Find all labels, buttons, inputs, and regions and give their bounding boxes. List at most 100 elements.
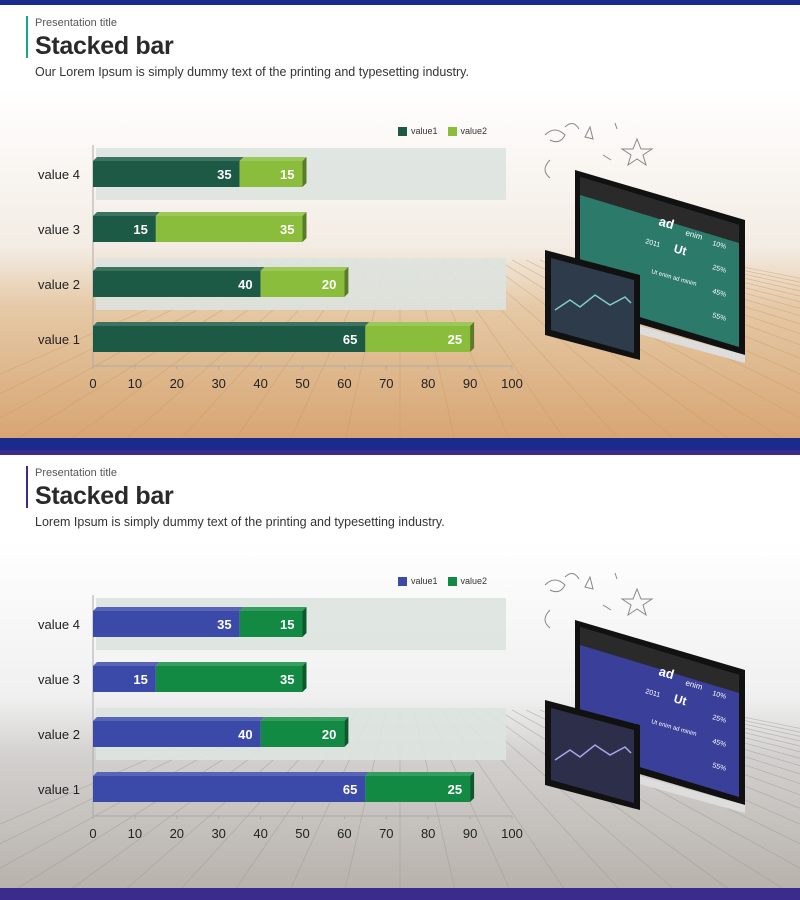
x-tick-label: 100: [501, 826, 523, 841]
y-category-label: value 3: [38, 672, 80, 687]
bottom-bar: [0, 888, 800, 900]
bar-top-face: [239, 607, 307, 611]
bar-segment: [93, 666, 156, 692]
title-accent-line: [26, 16, 28, 58]
x-tick-label: 30: [211, 826, 225, 841]
x-tick-label: 90: [463, 376, 477, 391]
top-bar: [0, 450, 800, 455]
monitor-pct-55: 55%: [711, 312, 726, 323]
y-category-label: value 1: [38, 332, 80, 347]
bar-side-face: [470, 772, 475, 802]
monitor-pct-25: 25%: [711, 714, 726, 725]
presentation-title: Presentation title: [35, 17, 117, 29]
y-category-label: value 1: [38, 782, 80, 797]
bar-side-face: [470, 322, 475, 352]
bar-segment: [93, 161, 240, 187]
presentation-title: Presentation title: [35, 467, 117, 479]
x-tick-label: 10: [128, 376, 142, 391]
x-tick-label: 70: [379, 826, 393, 841]
x-tick-label: 90: [463, 826, 477, 841]
x-tick-label: 20: [170, 376, 184, 391]
bar-data-label: 35: [280, 672, 294, 687]
slide-subtitle: Lorem Ipsum is simply dummy text of the …: [35, 515, 445, 529]
y-category-label: value 2: [38, 727, 80, 742]
legend-item-value1: value1: [398, 576, 438, 586]
bar-data-label: 15: [280, 617, 294, 632]
bar-data-label: 35: [217, 167, 231, 182]
x-tick-label: 70: [379, 376, 393, 391]
slide-subtitle: Our Lorem Ipsum is simply dummy text of …: [35, 65, 469, 79]
x-tick-label: 80: [421, 826, 435, 841]
monitor-tablet-illustration: ad enim 2011 Ut Ut enim ad minim 10% 25%…: [544, 572, 745, 813]
legend-swatch-value1: [398, 576, 407, 586]
bar-segment: [93, 271, 261, 297]
legend-swatch-value1: [398, 126, 407, 136]
bar-top-face: [93, 772, 370, 776]
bar-data-label: 15: [280, 167, 294, 182]
slide-1: Presentation title Stacked bar Our Lorem…: [0, 0, 800, 450]
legend-label-value2: value2: [460, 576, 488, 586]
bar-data-label: 25: [448, 332, 462, 347]
doodle-decoration: [544, 572, 654, 629]
bar-data-label: 20: [322, 277, 336, 292]
x-tick-label: 0: [89, 826, 96, 841]
bar-data-label: 40: [238, 727, 252, 742]
monitor-cell-ut: Ut: [672, 691, 688, 708]
bar-data-label: 35: [280, 222, 294, 237]
bar-segment: [93, 611, 240, 637]
bar-top-face: [155, 212, 307, 216]
stacked-bar-chart: 0 10 20 30 40 50 60 70 80 90 100 value 1 65 25 value 2…: [38, 145, 523, 391]
legend-label-value2: value2: [460, 126, 488, 136]
bar-top-face: [93, 607, 244, 611]
chart-legend: value1 value2: [398, 126, 487, 136]
monitor-cell-2011: 2011: [644, 688, 661, 699]
bar-top-face: [93, 322, 370, 326]
bar-segment: [260, 271, 345, 297]
bar-top-face: [93, 267, 265, 271]
title-accent-line: [26, 466, 28, 508]
y-category-label: value 4: [38, 617, 80, 632]
monitor-pct-45: 45%: [711, 738, 726, 749]
monitor-pct-10: 10%: [711, 240, 726, 251]
bar-data-label: 40: [238, 277, 252, 292]
bar-top-face: [93, 662, 160, 666]
bar-top-face: [365, 322, 475, 326]
bar-top-face: [260, 717, 349, 721]
bar-data-label: 15: [133, 222, 147, 237]
bar-segment: [365, 776, 471, 802]
monitor-header-text: ad: [657, 213, 676, 232]
bar-data-label: 65: [343, 782, 357, 797]
bar-top-face: [239, 157, 307, 161]
monitor-pct-10: 10%: [711, 690, 726, 701]
tablet: [545, 700, 640, 810]
bar-side-face: [344, 267, 349, 297]
legend-item-value1: value1: [398, 126, 438, 136]
monitor-cell-2011: 2011: [644, 238, 661, 249]
x-tick-label: 50: [295, 376, 309, 391]
bar-side-face: [302, 607, 307, 637]
bar-segment: [155, 666, 303, 692]
monitor-pct-25: 25%: [711, 264, 726, 275]
y-category-label: value 3: [38, 222, 80, 237]
legend-swatch-value2: [447, 126, 457, 136]
bar-data-label: 25: [448, 782, 462, 797]
bar-top-face: [155, 662, 307, 666]
x-tick-label: 20: [170, 826, 184, 841]
bar-data-label: 15: [133, 672, 147, 687]
monitor-tablet-illustration: ad enim 2011 Ut Ut enim ad minim 10% 25%…: [544, 122, 745, 363]
legend-swatch-value2: [447, 576, 457, 586]
y-category-label: value 4: [38, 167, 80, 182]
bar-segment: [93, 216, 156, 242]
bar-segment: [93, 721, 261, 747]
slide-title: Stacked bar: [35, 482, 174, 510]
stacked-bar-chart: 0 10 20 30 40 50 60 70 80 90 100 value 1 65 25 value 2…: [38, 595, 523, 841]
bar-segment: [365, 326, 471, 352]
y-category-label: value 2: [38, 277, 80, 292]
monitor-header-text: ad: [657, 663, 676, 682]
doodle-decoration: [544, 122, 654, 179]
bar-data-label: 35: [217, 617, 231, 632]
bar-side-face: [302, 662, 307, 692]
x-tick-label: 80: [421, 376, 435, 391]
x-tick-label: 60: [337, 826, 351, 841]
legend-item-value2: value2: [447, 126, 488, 136]
